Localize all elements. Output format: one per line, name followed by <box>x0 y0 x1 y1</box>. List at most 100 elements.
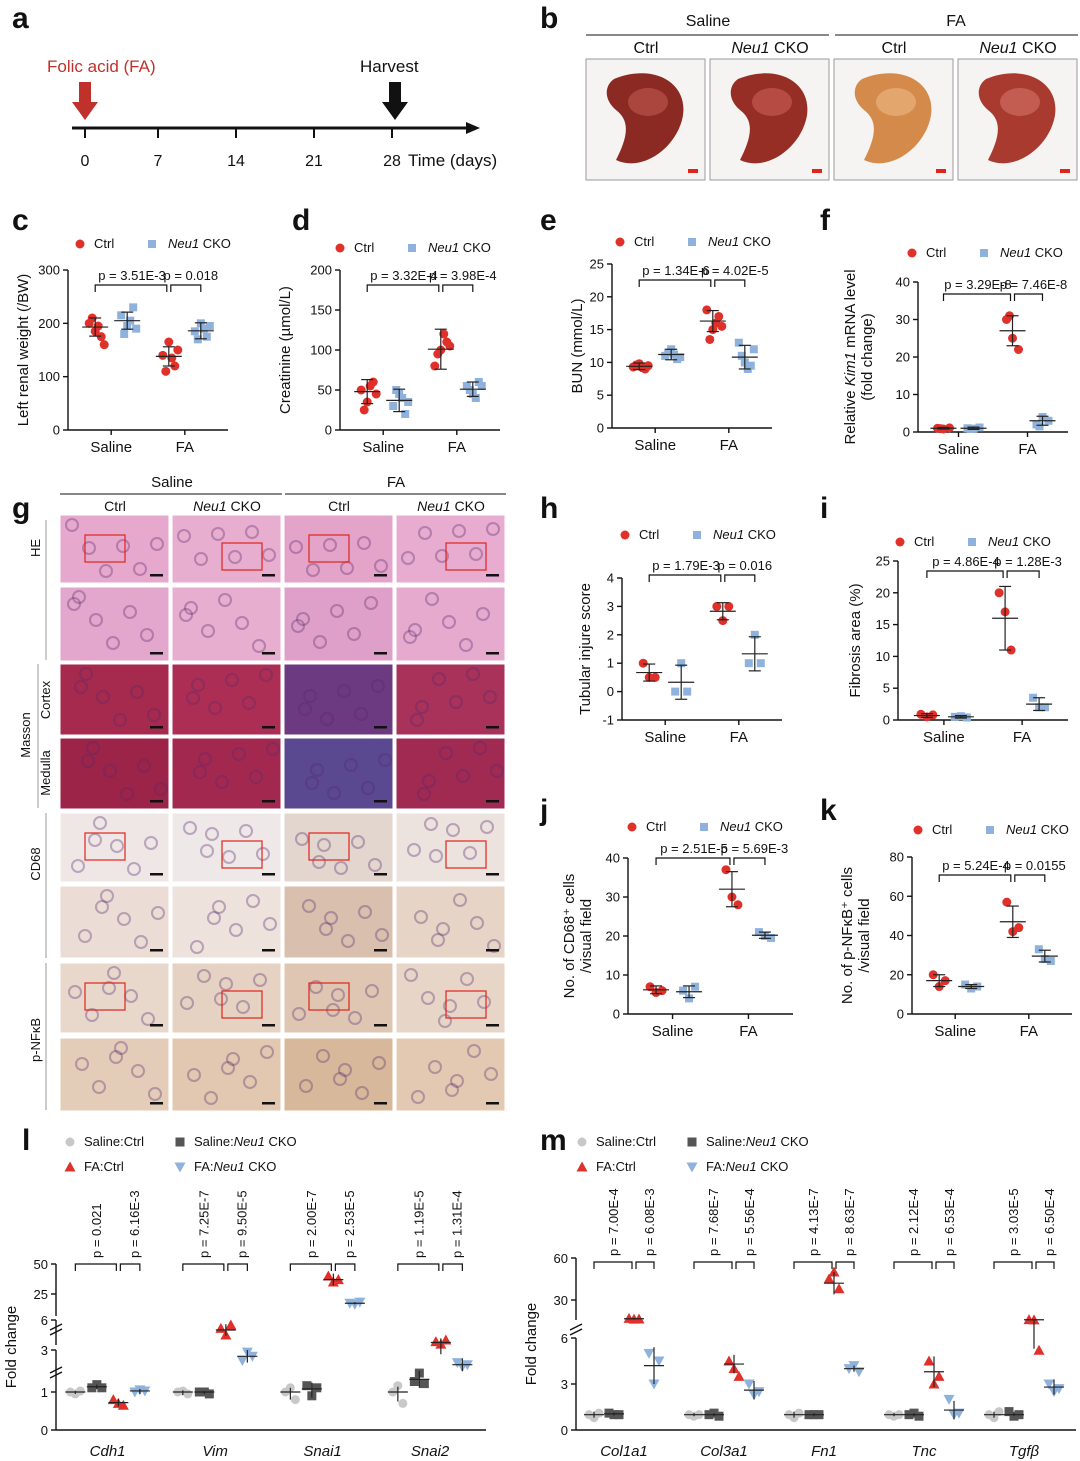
histology-tile <box>283 962 394 1034</box>
y-tick-label: 100 <box>38 369 60 384</box>
legend-marker-cko <box>986 826 994 834</box>
y-tick-label: 30 <box>606 890 620 905</box>
tissue-structure <box>100 889 114 903</box>
legend-marker-ctrl <box>335 243 345 253</box>
data-point-cko <box>664 348 673 357</box>
tissue-structure <box>375 928 389 942</box>
y-tick-label: 60 <box>890 889 904 904</box>
histology-tile <box>283 885 394 959</box>
tissue-structure <box>147 708 161 722</box>
x-tick-label: FA <box>1018 441 1036 458</box>
legend-marker <box>686 1162 698 1173</box>
tissue-structure <box>99 564 113 578</box>
tissue-structure <box>236 1000 250 1014</box>
tissue-structure <box>245 525 259 539</box>
y-tick-label: 3 <box>561 1377 568 1392</box>
tissue-structure <box>347 627 361 641</box>
y-tick-label: 25 <box>876 554 890 569</box>
data-point <box>354 1297 366 1308</box>
data-point <box>290 1395 300 1405</box>
y-axis-label: Left renal weight (/BW) <box>15 274 32 427</box>
significance-bracket <box>935 1261 955 1269</box>
significance-bracket <box>397 1263 440 1271</box>
scale-bar <box>374 652 387 655</box>
y-tick-label: 50 <box>34 1257 48 1272</box>
chart-panel-k: k Ctrl Neu1 CKO 0 20 40 60 80 No. of p-NFκB⁺ cel… <box>820 794 1072 1040</box>
p-value-label: p = 2.53E-5 <box>342 1190 357 1258</box>
row-label-pnfkb: p-NFκB <box>28 1018 43 1062</box>
scale-bar <box>262 873 275 876</box>
data-point <box>823 1273 835 1284</box>
tissue-structure <box>466 667 480 681</box>
y-tick-label: 10 <box>606 968 620 983</box>
y-tick-label: 20 <box>896 350 910 365</box>
p-value-label: p = 4.86E-4 <box>932 554 1000 569</box>
y-tick-label: 10 <box>590 355 604 370</box>
tissue-structure <box>102 981 116 995</box>
histology-tile <box>171 812 282 883</box>
histology-tile <box>283 514 394 584</box>
tissue-structure <box>453 893 467 907</box>
gene-label: Tnc <box>911 1443 937 1460</box>
tissue-structure <box>414 910 428 924</box>
tissue-structure <box>114 1041 128 1055</box>
data-point <box>1033 1344 1045 1355</box>
chart-panel-m: m Saline:Ctrl Saline:Neu1 CKO FA:Ctrl FA:Neu… <box>523 1124 1076 1460</box>
histology-tile <box>171 885 282 959</box>
tissue-structure <box>228 550 242 564</box>
zoom-box <box>84 982 126 1011</box>
data-point-cko <box>750 630 759 639</box>
p-value-label: p = 4.13E-7 <box>806 1188 821 1256</box>
tissue-structure <box>109 1050 123 1064</box>
data-point <box>604 1408 614 1418</box>
timeline-tick-label: 0 <box>81 153 90 170</box>
tissue-structure <box>79 667 93 681</box>
tissue-structure <box>82 541 96 555</box>
tissue-structure <box>177 529 191 543</box>
legend-label-ctrl: Ctrl <box>639 527 659 542</box>
tissue-structure <box>207 911 221 925</box>
legend-marker <box>64 1161 76 1172</box>
scale-bar <box>374 726 387 729</box>
y-axis-label: /visual field <box>856 898 873 972</box>
tissue-structure <box>445 1083 459 1097</box>
tissue-structure <box>215 775 229 789</box>
tissue-structure <box>232 747 246 761</box>
data-point <box>833 1283 845 1294</box>
legend-marker-ctrl <box>620 530 630 540</box>
data-point <box>322 1270 334 1281</box>
x-tick-label: Saline <box>362 439 404 456</box>
scale-bar <box>262 652 275 655</box>
timeline-arrowhead-icon <box>466 122 480 134</box>
data-point-cko <box>683 687 692 696</box>
data-point <box>914 1411 924 1421</box>
scale-bar <box>150 652 163 655</box>
y-tick-label: 0 <box>883 713 890 728</box>
tissue-structure <box>193 765 207 779</box>
scale-bar <box>150 1024 163 1027</box>
tissue-structure <box>415 700 429 714</box>
y-tick-label: 10 <box>896 387 910 402</box>
kidney-highlight <box>752 88 792 116</box>
tissue-structure <box>306 563 320 577</box>
p-value-label: p = 1.19E-5 <box>411 1190 426 1258</box>
tissue-structure <box>96 690 110 704</box>
data-point-ctrl <box>173 345 183 355</box>
tissue-structure <box>256 847 270 861</box>
tissue-structure <box>140 628 154 642</box>
panel-label-b: b <box>540 2 558 35</box>
y-tick-label: 5 <box>883 681 890 696</box>
tissue-structure <box>330 604 344 618</box>
y-tick-label: 0 <box>41 1423 48 1438</box>
scale-bar <box>262 1024 275 1027</box>
data-point-ctrl <box>657 986 667 996</box>
scale-bar <box>486 574 499 577</box>
data-point-cko <box>392 386 401 394</box>
zoom-box <box>84 534 126 563</box>
y-tick-label: 0 <box>903 425 910 440</box>
significance-bracket <box>938 874 1012 882</box>
gene-label: Tgfβ <box>1009 1443 1040 1460</box>
data-point <box>923 1355 935 1366</box>
histology-tile <box>59 962 170 1034</box>
data-point <box>183 1389 193 1399</box>
